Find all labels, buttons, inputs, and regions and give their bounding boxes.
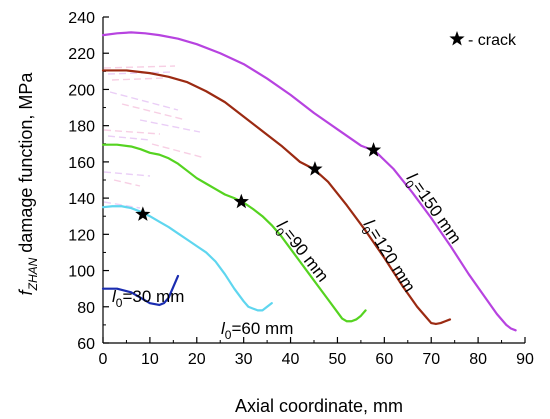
x-tick-label: 40 [282,351,300,368]
ghost-dash [151,143,206,159]
crack-star-marker [233,193,249,209]
y-axis-title: fZHAN damage function, MPa [16,72,40,296]
ghost-dash [103,129,161,135]
x-tick-label: 20 [188,351,206,368]
y-tick-label: 240 [68,10,95,27]
ghost-dash [103,171,151,177]
ghost-dash [121,103,187,121]
legend: - crack [449,31,517,49]
curve-label-symbol: l [221,319,226,338]
curve-label-text: =60 mm [231,319,293,338]
x-tick-label: 60 [375,351,393,368]
ghost-dash [111,77,166,81]
x-axis-title: Axial coordinate, mm [235,396,403,416]
series-line-1 [101,205,273,312]
series-line-3 [101,69,452,326]
y-axis-title-symbol: f [16,288,36,295]
curve-label-subscript: 0 [116,296,123,310]
series-line-2 [101,143,367,323]
y-tick-label: 220 [68,46,95,63]
series-line-4 [101,31,517,332]
curve-label-text: =120 mm [365,225,419,296]
axes: 60 80 100 120 140 160 180 200 220 240 0 10 20 30 40 50 6… [16,10,534,416]
y-axis-title-text: damage function, MPa [16,72,36,258]
curve-label-3: l0=120 mm [356,216,419,298]
curve-label-text: =90 mm [279,225,332,285]
y-tick-label: 80 [77,300,95,317]
y-tick-label: 180 [68,119,95,136]
x-tick-label: 70 [422,351,440,368]
curve-label-text: =30 mm [122,287,184,306]
curve-label-symbol: l [112,287,117,306]
y-tick-label: 140 [68,191,95,208]
y-tick-label: 100 [68,264,95,281]
curve-label-2: l0=90 mm [270,217,333,288]
ghost-dash [107,135,151,141]
ghost-dash [103,201,141,209]
x-tick-label: 80 [469,351,487,368]
legend-text: - crack [468,32,517,49]
x-tick-label: 30 [235,351,253,368]
curve-label-text: =150 mm [409,178,465,247]
y-tick-label: 200 [68,82,95,99]
curve-label-subscript: 0 [225,328,232,342]
ghost-dash [103,65,176,69]
x-tick-label: 90 [516,351,534,368]
y-tick-label: 160 [68,155,95,172]
crack-star-marker [365,142,382,157]
curve-label-4: l0=150 mm [399,169,465,249]
ghost-dash [109,91,179,111]
ghost-dash [113,179,141,187]
ghost-overlay [103,65,206,209]
y-axis-title-subscript: ZHAN [26,257,40,291]
ghost-dash [139,119,201,133]
x-tick-label: 50 [329,351,347,368]
curve-label-1: l0=60 mm [221,319,293,342]
legend-star-icon [449,31,465,46]
crack-star-marker [307,161,323,176]
series-line-0 [101,274,180,307]
x-tick-label: 10 [141,351,159,368]
crack-star-marker [135,206,151,221]
y-tick-label: 120 [68,227,95,244]
series-layer [101,31,517,332]
curve-label-0: l0=30 mm [112,287,184,310]
x-tick-label: 0 [99,351,108,368]
y-tick-label: 60 [77,336,95,353]
